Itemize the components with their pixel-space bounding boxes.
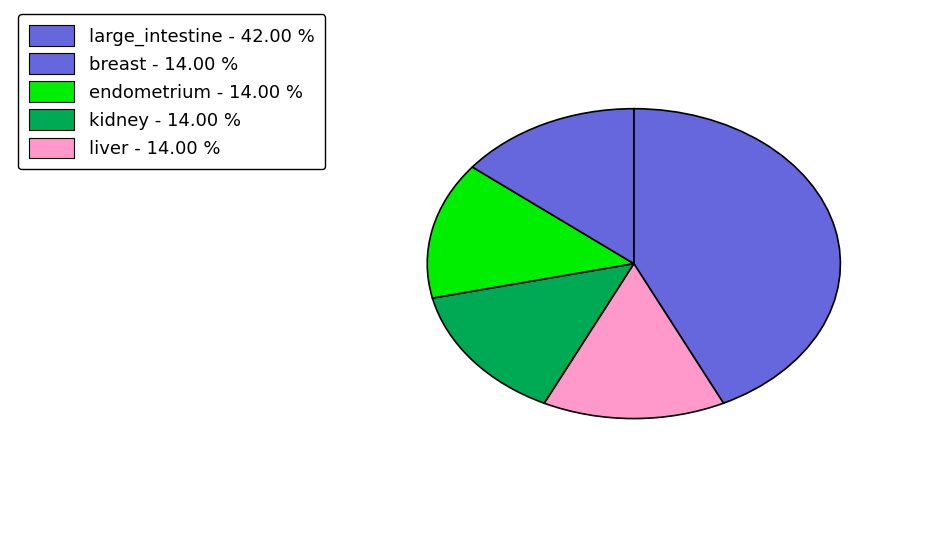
Wedge shape (545, 264, 723, 419)
Legend: large_intestine - 42.00 %, breast - 14.00 %, endometrium - 14.00 %, kidney - 14.: large_intestine - 42.00 %, breast - 14.0… (19, 15, 326, 169)
Wedge shape (427, 167, 634, 298)
Wedge shape (433, 264, 634, 403)
Wedge shape (634, 109, 840, 403)
Wedge shape (472, 109, 634, 264)
